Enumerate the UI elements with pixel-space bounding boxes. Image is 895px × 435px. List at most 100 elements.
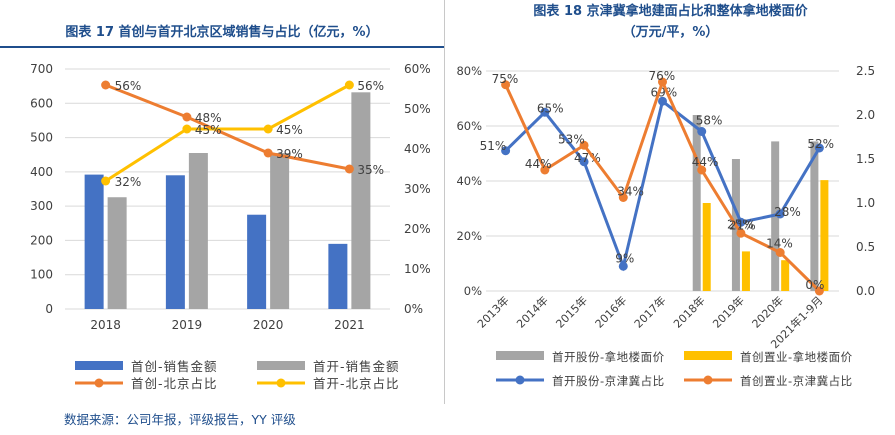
x-tick-label: 2018年 [670,293,707,330]
data-label: 47% [574,151,601,165]
data-point [540,165,550,175]
y-right-tick-label: 60% [404,62,431,76]
bar [741,251,750,291]
data-point [658,77,667,87]
data-point [344,80,354,90]
data-point [579,140,589,150]
y-right-tick-label: 10% [404,262,431,276]
y-left-tick-label: 600 [30,96,53,110]
data-point [775,248,785,257]
data-point [263,124,273,134]
y-right-tick-label: 40% [404,142,431,156]
bar [84,174,104,309]
legend-label: 首创-北京占比 [131,376,218,391]
legend-label: 首开股份-拿地楼面价 [552,350,665,364]
bar [328,243,348,309]
data-point [501,146,511,156]
y-left-tick-label: 400 [30,165,53,179]
data-label: 39% [276,147,303,161]
data-label: 35% [357,163,384,177]
y-right-tick-label: 50% [404,102,431,116]
y-left-tick-label: 200 [30,233,53,247]
data-point [182,124,192,134]
data-point [501,80,511,90]
y-left-tick-label: 300 [30,199,53,213]
x-tick-label: 2019年 [710,293,747,330]
bar [781,260,790,291]
legend-label: 首创-销售金额 [131,359,218,374]
x-tick-label: 2013年 [474,293,511,330]
figure-17-panel: 图表 17 首创与首开北京区域销售与占比（亿元，%） 0 100 200 300 400… [0,0,445,404]
data-point [814,286,824,296]
x-tick-label: 2020年 [749,293,786,330]
figure-18-title: 图表 18 京津冀拿地建面占比和整体拿地楼面价 [533,4,808,19]
data-point [775,209,785,219]
data-point [101,80,111,90]
data-label: 45% [195,123,222,137]
legend-swatch [496,351,544,360]
legend-label: 首开股份-京津冀占比 [552,374,665,388]
data-point [697,127,707,136]
data-label: 0% [805,278,824,292]
y-right-tick-label: 1.0 [856,196,875,210]
x-tick-label: 2019 [172,318,203,332]
x-tick-label: 2020 [253,318,284,332]
data-point [814,143,824,153]
y-left-tick-label: 500 [30,131,53,145]
y-left-tick-label: 0% [464,284,482,298]
legend-label: 首创置业-京津冀占比 [740,374,853,388]
bar [820,180,829,291]
legend-swatch-marker [515,375,525,385]
data-label: 76% [649,69,676,83]
legend-swatch-marker [703,375,713,385]
bar [810,141,819,291]
series-line [105,83,350,171]
series-line [104,83,351,183]
x-tick-label: 2018 [90,318,121,332]
x-tick-label: 2016年 [592,293,629,330]
legend-swatch [684,351,732,360]
data-point [344,164,354,174]
x-tick-label: 2014年 [513,293,550,330]
data-label: 75% [492,72,519,86]
data-label: 21% [729,218,756,232]
x-tick-label: 2015年 [553,293,590,330]
figure-18-subtitle: （万元/平，%） [622,25,719,40]
y-right-tick-label: 30% [404,182,431,196]
data-point [618,193,628,202]
bar [702,203,711,291]
data-point [540,107,550,117]
data-label: 28% [774,205,801,219]
data-label: 34% [617,185,644,199]
y-right-tick-label: 2.0 [856,108,875,122]
data-label: 58% [696,114,723,128]
data-point [658,96,667,106]
data-point [579,157,589,167]
y-left-tick-label: 80% [456,64,482,78]
data-label: 44% [525,157,552,171]
data-point [736,217,746,227]
data-label: 45% [276,123,303,137]
y-right-tick-label: 2.5 [856,64,875,78]
bar [165,175,185,309]
source-note: 数据来源：公司年报，评级报告，YY 评级 [64,412,296,427]
y-right-tick-label: 1.5 [856,152,875,166]
y-left-tick-label: 0 [45,302,53,316]
y-right-tick-label: 20% [404,222,431,236]
figure-17-chart: 0 100 200 300 400 500 600 700 0% 10% 20% 30% 40% 50% 6… [30,62,431,391]
y-left-tick-label: 20% [456,229,482,243]
y-left-tick-label: 100 [30,268,53,282]
legend-swatch [257,361,305,370]
data-label: 56% [115,79,142,93]
data-label: 14% [766,237,793,251]
data-label: 53% [558,132,585,146]
y-left-tick-label: 60% [456,119,482,133]
bar [692,115,701,291]
data-label: 52% [807,137,834,151]
data-label: 65% [537,101,564,115]
y-right-tick-label: 0.5 [856,240,875,254]
data-label: 32% [115,175,142,189]
bar [107,197,127,309]
y-right-tick-label: 0.0 [856,284,875,298]
